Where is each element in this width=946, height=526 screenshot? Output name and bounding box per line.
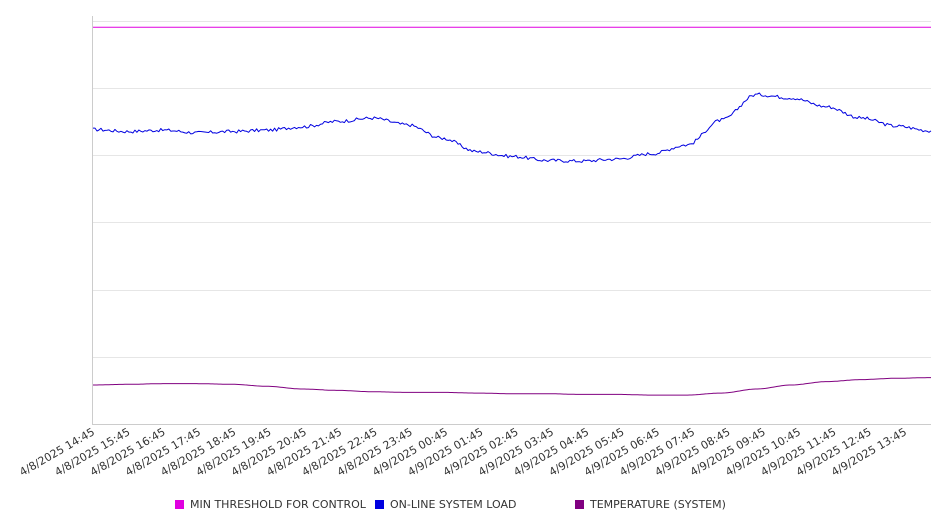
legend-swatch-system-load (375, 500, 384, 509)
legend-item-min-threshold: MIN THRESHOLD FOR CONTROL (175, 498, 366, 511)
x-axis-tick-labels: 4/8/2025 14:454/8/2025 15:454/8/2025 16:… (17, 425, 909, 479)
legend-label-min-threshold: MIN THRESHOLD FOR CONTROL (190, 498, 366, 511)
series-line-2 (93, 377, 931, 396)
legend-label-temperature: TEMPERATURE (SYSTEM) (590, 498, 726, 511)
legend-swatch-min-threshold (175, 500, 184, 509)
series-lines (93, 26, 932, 396)
legend-swatch-temperature (575, 500, 584, 509)
legend-item-system-load: ON-LINE SYSTEM LOAD (375, 498, 516, 511)
series-line-1 (93, 92, 932, 163)
legend-item-temperature: TEMPERATURE (SYSTEM) (575, 498, 726, 511)
gridlines (92, 21, 931, 358)
axes (92, 16, 931, 425)
legend-label-system-load: ON-LINE SYSTEM LOAD (390, 498, 517, 511)
